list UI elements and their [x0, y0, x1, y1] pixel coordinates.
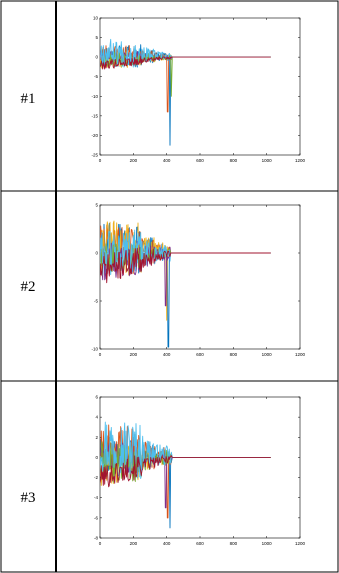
x-tick-label: 200: [130, 158, 138, 163]
y-tick-label: -20: [91, 133, 98, 138]
y-tick-label: -15: [91, 113, 98, 118]
y-tick-label: 0: [95, 55, 98, 60]
x-tick-label: 600: [196, 158, 204, 163]
series-group: [100, 38, 271, 146]
y-tick-label: -4: [94, 495, 98, 500]
y-tick-label: -5: [94, 74, 98, 79]
x-tick-label: 400: [163, 541, 171, 546]
axes-box: [99, 17, 301, 156]
y-tick-label: 5: [95, 35, 98, 40]
series-line-7: [100, 247, 271, 284]
plot-2: 0 200 400 600 800 1000 1200 5 0 -5 -10: [91, 203, 305, 358]
y-tick-label: 5: [95, 203, 98, 208]
x-tick-label: 1000: [262, 158, 273, 163]
row-label-2: #2: [21, 279, 36, 295]
x-tick-label: 800: [230, 158, 238, 163]
x-tick-label: 600: [196, 541, 204, 546]
plot-1: 0 200 400 600 800 1000 1200 10 5 0 -5 -10 -15 -20 -25: [91, 16, 305, 164]
x-tick-label: 1000: [262, 352, 273, 357]
x-tick-label: 1200: [295, 541, 306, 546]
series-group: [100, 220, 271, 348]
y-tick-label: -2: [94, 475, 98, 480]
y-tick-label: 2: [95, 435, 98, 440]
y-tick-label: -10: [91, 94, 98, 99]
x-tick-label: 800: [230, 541, 238, 546]
y-tick-label: -10: [91, 347, 98, 352]
y-tick-label: -6: [94, 515, 98, 520]
row-label-3: #3: [21, 490, 36, 506]
x-tick-label: 1200: [295, 158, 306, 163]
series-line-6: [100, 421, 271, 479]
series-line-3: [100, 220, 271, 321]
axes-box: [99, 204, 301, 350]
y-tick-label: 6: [95, 395, 98, 400]
y-tick-label: -5: [94, 299, 98, 304]
y-tick-label: -8: [94, 536, 98, 541]
row-label-1: #1: [21, 91, 36, 107]
x-tick-label: 1200: [295, 352, 306, 357]
y-tick-label: -25: [91, 153, 98, 158]
plot-3: 0 200 400 600 800 1000 1200 6 4 2 0 -2 -4 -6 -8: [94, 395, 306, 547]
series-group: [100, 421, 271, 529]
x-tick-label: 200: [130, 352, 138, 357]
y-tick-label: 0: [95, 455, 98, 460]
x-tick-label: 200: [130, 541, 138, 546]
x-tick-label: 400: [163, 158, 171, 163]
y-tick-label: 10: [93, 16, 99, 21]
y-tick-label: 0: [95, 251, 98, 256]
x-tick-label: 800: [230, 352, 238, 357]
x-tick-label: 0: [99, 541, 102, 546]
x-tick-label: 1000: [262, 541, 273, 546]
series-line-7: [100, 455, 271, 488]
x-tick-label: 600: [196, 352, 204, 357]
x-tick-label: 0: [99, 352, 102, 357]
x-tick-label: 0: [99, 158, 102, 163]
x-tick-label: 400: [163, 352, 171, 357]
y-tick-label: 4: [95, 415, 98, 420]
series-line-7: [100, 55, 271, 70]
